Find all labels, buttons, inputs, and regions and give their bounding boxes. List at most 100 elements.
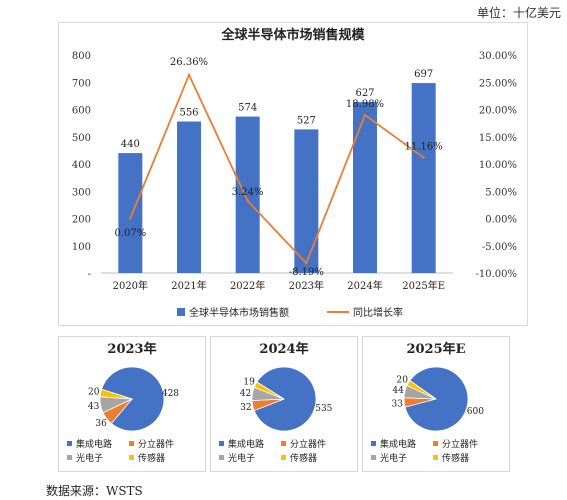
y2-tick-label: 10.00%: [479, 160, 517, 171]
main-chart-panel: 全球半导体市场销售规模 - 100 200 300 400 500 600 700 800 -10.…: [58, 22, 528, 326]
pie-panel-2: 2024年 535 32 42 19 集成电路 分立器件 光电子 传感器: [210, 336, 358, 472]
pie-legend-swatch: [219, 455, 224, 460]
y-tick-label: 500: [72, 133, 91, 144]
bar-value-label: 574: [238, 103, 257, 114]
pie-legend-label: 光电子: [228, 452, 255, 464]
line-value-label: 26.36%: [170, 57, 208, 68]
bar-value-label: 440: [121, 139, 140, 150]
pie-slice-label: 43: [88, 402, 100, 412]
line-value-label: 0.07%: [114, 228, 146, 239]
x-tick-label: 2025年E: [402, 279, 445, 292]
y2-tick-label: -10.00%: [475, 269, 517, 280]
pie-legend-label: 分立器件: [442, 438, 478, 450]
growth-line: [129, 72, 425, 265]
x-tick-label: 2020年: [113, 279, 148, 292]
x-tick-label: 2023年: [289, 279, 324, 292]
pie-slice-label: 32: [240, 403, 251, 413]
line-point: [422, 156, 425, 159]
pie-slice: [253, 366, 317, 432]
pie-slice-label: 44: [392, 386, 404, 396]
y2-tick-label: 30.00%: [479, 51, 517, 62]
y-tick-label: 200: [72, 215, 91, 226]
y2-tick-label: 15.00%: [479, 133, 517, 144]
line-value-label: 11.16%: [405, 142, 443, 153]
y2-tick-label: 25.00%: [479, 78, 517, 89]
legend-label-bar: 全球半导体市场销售额: [189, 306, 289, 319]
bar-value-label: 697: [414, 69, 433, 80]
line-value-label: -8.19%: [289, 267, 324, 278]
y-tick-label: 300: [72, 187, 91, 198]
pie-slice-label: 36: [95, 419, 107, 429]
pie-legend-swatch: [129, 455, 134, 460]
pie-legend-label: 传感器: [138, 452, 165, 464]
bar-value-label: 627: [355, 88, 374, 99]
pie-slice-label: 20: [88, 388, 100, 398]
y-tick-label: -: [88, 269, 91, 280]
pie-legend-swatch: [433, 455, 438, 460]
pie-legend-swatch: [129, 441, 134, 446]
legend-label-line: 同比增长率: [353, 306, 403, 319]
line-point: [129, 216, 132, 220]
pie-slice: [253, 381, 285, 400]
pie-slice-label: 19: [243, 378, 255, 388]
pie-slice-label: 33: [392, 399, 404, 409]
main-chart-title: 全球半导体市场销售规模: [220, 27, 365, 43]
line-point: [187, 73, 191, 77]
pie-legend-label: 分立器件: [138, 438, 174, 450]
pie-slice-label: 428: [162, 389, 179, 399]
pie-legend-swatch: [433, 441, 438, 446]
y2-tick-label: 0.00%: [485, 215, 517, 226]
legend-swatch-bar: [177, 308, 185, 316]
pie-legend-swatch: [219, 441, 224, 446]
line-value-label: 18.98%: [346, 99, 384, 110]
pie-slice-label: 535: [315, 404, 332, 414]
pie-slice: [404, 366, 469, 432]
bar: [353, 102, 377, 273]
pie-slice: [99, 388, 133, 400]
pie-slice-label: 42: [240, 389, 251, 399]
y-tick-label: 400: [72, 160, 91, 171]
bar: [294, 129, 319, 273]
x-tick-label: 2021年: [171, 279, 206, 292]
bar-value-label: 556: [179, 107, 198, 118]
pie-legend-swatch: [67, 455, 72, 460]
y-tick-label: 100: [72, 242, 91, 253]
pie-slice-label: 20: [397, 375, 409, 385]
pie-title: 2025年E: [406, 341, 465, 357]
pie-legend-label: 集成电路: [228, 438, 264, 450]
pie-panel-3: 2025年E 600 33 44 20 集成电路 分立器件光电子 传感器: [362, 336, 510, 472]
line-point: [363, 113, 367, 117]
pie-legend-label: 传感器: [290, 452, 317, 464]
main-chart: 全球半导体市场销售规模 - 100 200 300 400 500 600 700 800 -10.…: [72, 27, 517, 319]
pie-slice: [406, 379, 437, 400]
y2-tick-label: 5.00%: [485, 187, 517, 198]
bar: [177, 121, 201, 274]
pie-legend-label: 集成电路: [76, 438, 112, 450]
bar-value-label: 527: [297, 115, 316, 126]
pie-legend-swatch: [281, 455, 286, 460]
pie-legend-label: 光电子: [380, 452, 407, 464]
bar: [118, 153, 143, 273]
unit-label: 单位：十亿美元: [476, 6, 561, 20]
pie-legend-label: 分立器件: [290, 438, 326, 450]
y-tick-label: 800: [72, 51, 91, 62]
pie-legend-label: 集成电路: [380, 438, 416, 450]
line-value-label: 3.24%: [232, 187, 264, 198]
source-label: 数据来源：WSTS: [46, 484, 143, 498]
y2-tick-label: 20.00%: [479, 106, 517, 117]
pie-legend-swatch: [281, 441, 286, 446]
x-tick-label: 2022年: [230, 279, 265, 292]
y2-tick-label: -5.00%: [482, 242, 517, 253]
pie-legend-label: 传感器: [442, 452, 469, 464]
pie-legend-swatch: [371, 455, 376, 460]
line-point: [305, 261, 308, 265]
pie-slice-label: 600: [467, 407, 484, 417]
y-tick-label: 600: [72, 106, 91, 117]
y-tick-label: 700: [72, 78, 91, 89]
line-point: [246, 199, 249, 203]
bar: [411, 83, 436, 273]
pie-legend-swatch: [371, 441, 376, 446]
bar: [235, 116, 260, 274]
